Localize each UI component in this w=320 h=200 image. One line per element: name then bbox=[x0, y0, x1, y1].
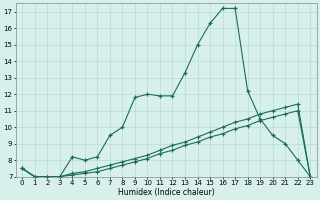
X-axis label: Humidex (Indice chaleur): Humidex (Indice chaleur) bbox=[118, 188, 214, 197]
